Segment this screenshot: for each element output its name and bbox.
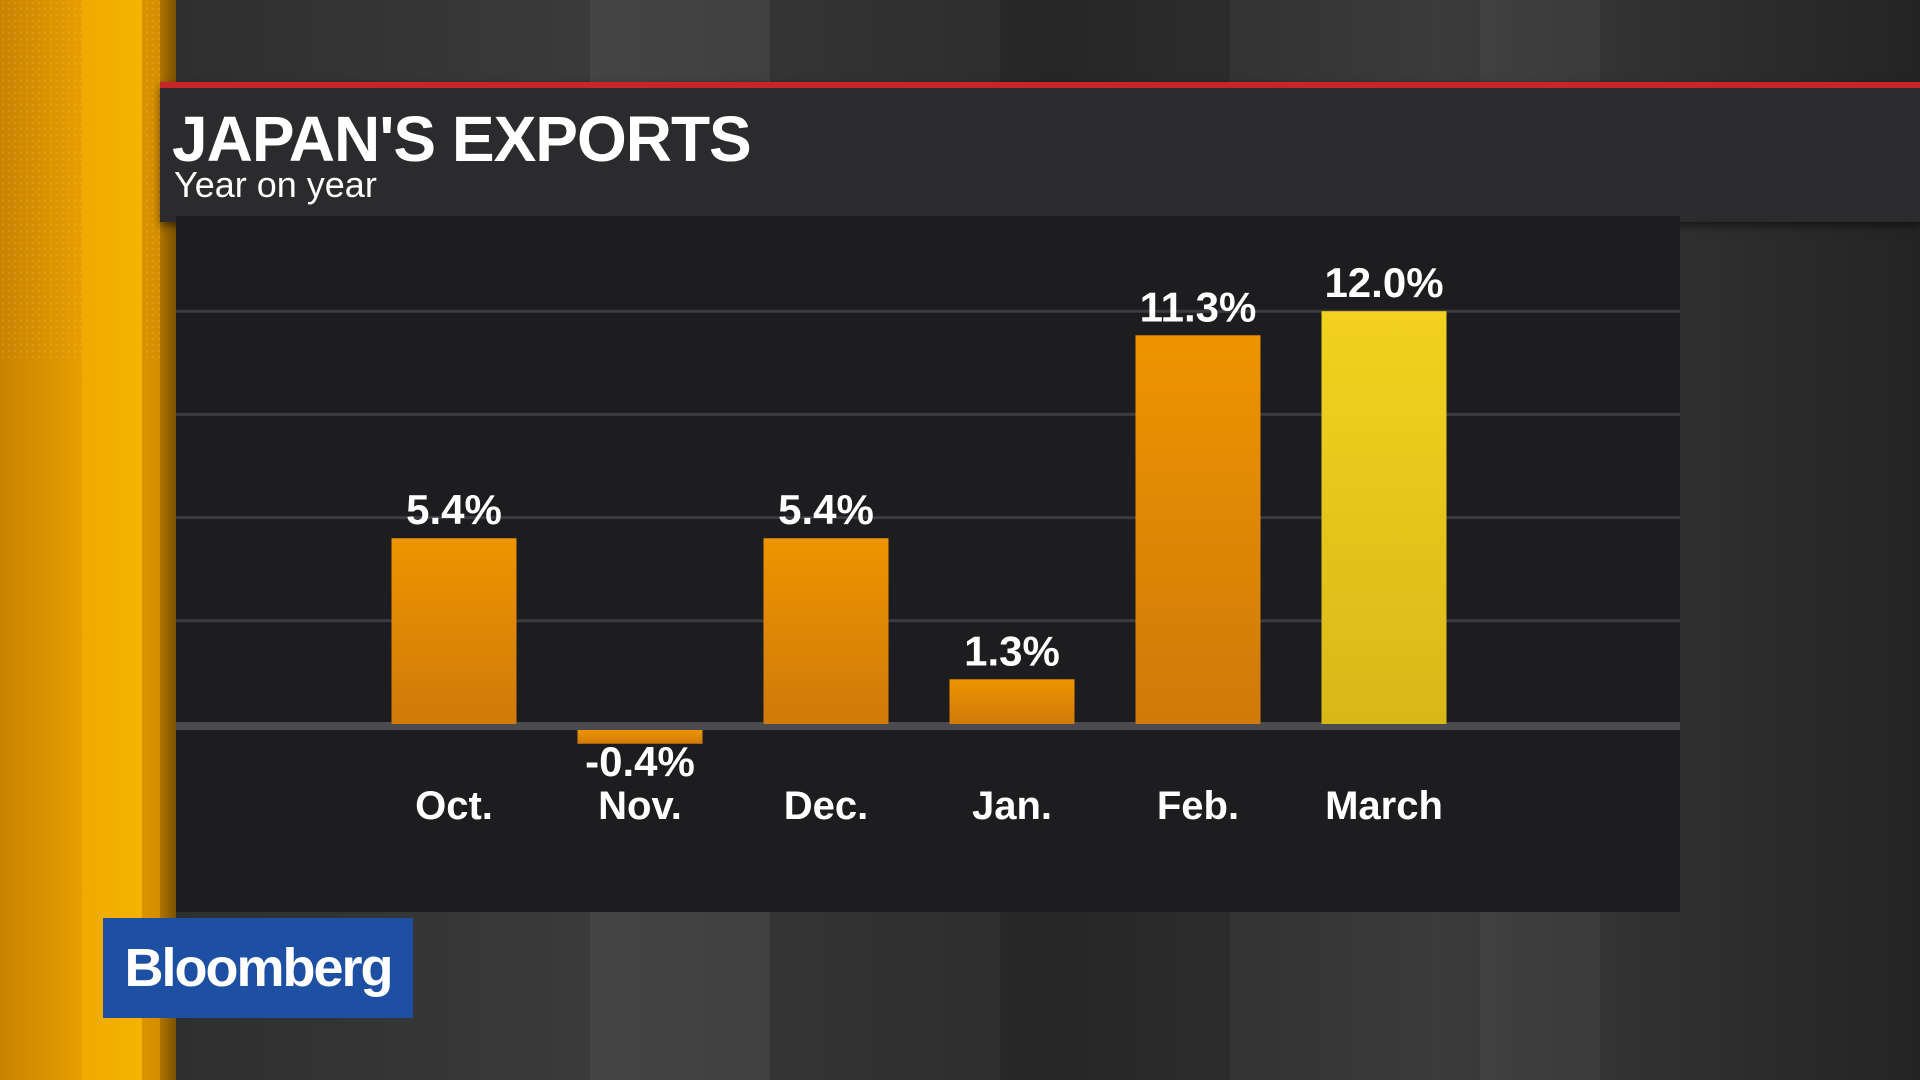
bar-oct (391, 538, 517, 724)
chart-header: JAPAN'S EXPORTS Year on year (160, 82, 1920, 222)
data-label: 1.3% (964, 627, 1060, 674)
bar-dec (763, 538, 889, 724)
data-label: 5.4% (406, 486, 502, 533)
bloomberg-logo: Bloomberg (103, 918, 413, 1018)
data-label: 5.4% (778, 486, 874, 533)
bar-march (1321, 311, 1447, 724)
data-label: 11.3% (1140, 283, 1257, 330)
bar-jan (949, 679, 1075, 724)
side-accent-bar (0, 0, 176, 1080)
category-label: March (1325, 784, 1443, 828)
chart-title: JAPAN'S EXPORTS (172, 103, 752, 175)
bar-chart: 5.4% Oct. -0.4%Nov. 5.4% Dec. 1.3% Jan. 11.3% Fe… (176, 259, 1680, 828)
category-label: Nov. (598, 784, 682, 828)
bar-nov (577, 730, 703, 744)
data-label: 12.0% (1324, 259, 1443, 306)
category-label: Jan. (972, 784, 1052, 828)
chart-area: 5.4% Oct. -0.4% Nov. 5.4% Dec. 1.3% Jan. 11.3% Fe… (176, 216, 1680, 912)
logo-text: Bloomberg (124, 938, 393, 998)
bar-feb (1135, 335, 1261, 724)
category-label: Dec. (784, 784, 869, 828)
category-label: Oct. (415, 784, 493, 828)
chart-subtitle: Year on year (174, 164, 377, 205)
zero-baseline (176, 722, 1680, 730)
data-label: -0.4% (585, 738, 695, 785)
category-label: Feb. (1157, 784, 1239, 828)
